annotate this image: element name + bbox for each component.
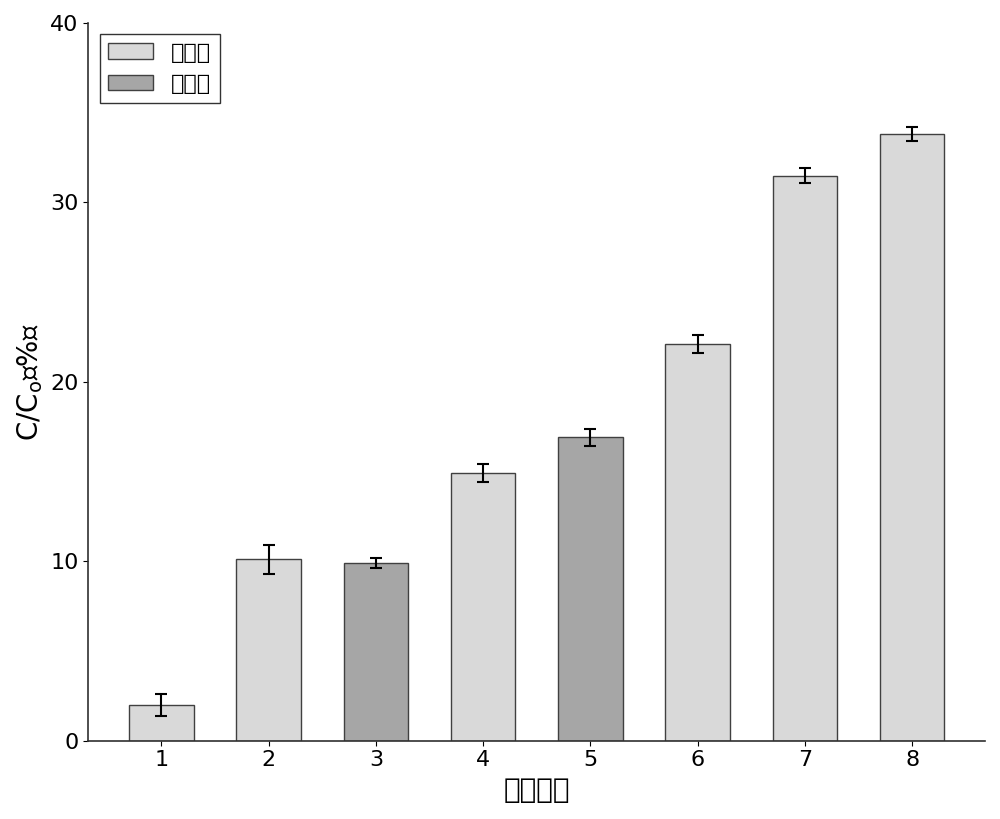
X-axis label: 筛选轮数: 筛选轮数 [503, 776, 570, 804]
Legend: 正筛选, 负筛选: 正筛选, 负筛选 [100, 34, 220, 103]
Y-axis label: $\mathregular{C/C_o}$（%）: $\mathregular{C/C_o}$（%） [15, 323, 45, 441]
Bar [344, 563, 408, 740]
Bar [558, 437, 623, 740]
Bar [880, 134, 944, 740]
Bar [773, 175, 837, 740]
Bar [451, 473, 515, 740]
Bar [665, 344, 730, 740]
Bar [129, 705, 194, 740]
Bar [236, 559, 301, 740]
